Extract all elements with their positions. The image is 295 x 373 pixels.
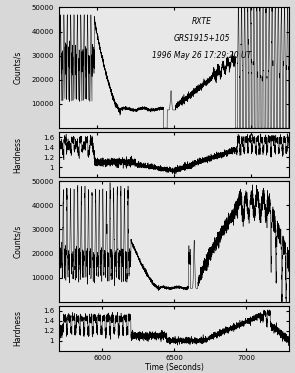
Y-axis label: Hardness: Hardness — [13, 137, 22, 173]
Y-axis label: Counts/s: Counts/s — [13, 51, 22, 84]
Text: 1996 May 26 17:29:20 UT: 1996 May 26 17:29:20 UT — [152, 51, 251, 60]
X-axis label: Time (Seconds): Time (Seconds) — [145, 363, 204, 372]
Text: RXTE: RXTE — [192, 17, 212, 26]
Text: GRS1915+105: GRS1915+105 — [173, 34, 230, 43]
Y-axis label: Hardness: Hardness — [13, 310, 22, 346]
Y-axis label: Counts/s: Counts/s — [13, 225, 22, 258]
X-axis label: Time (Seconds): Time (Seconds) — [145, 189, 204, 198]
